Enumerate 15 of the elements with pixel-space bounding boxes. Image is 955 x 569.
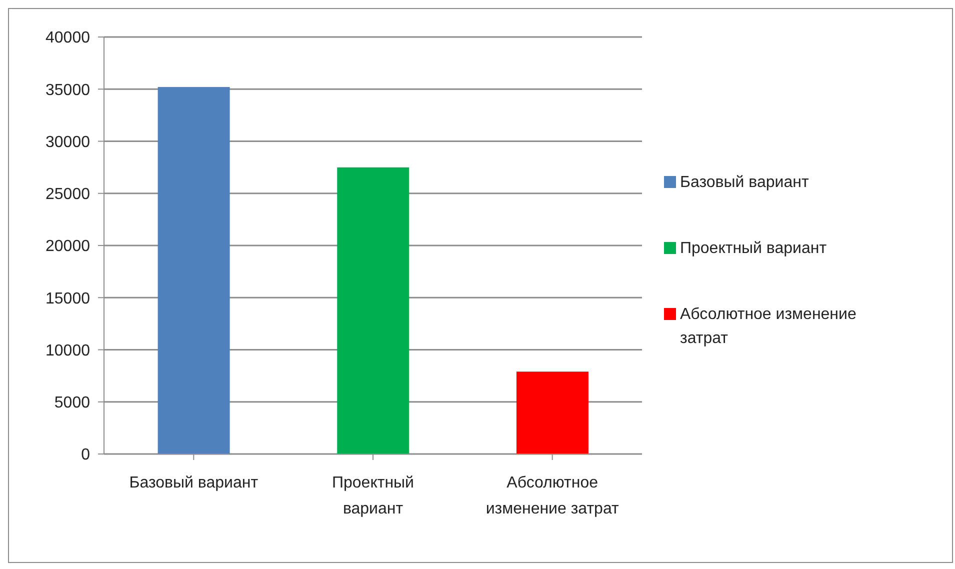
y-tick-label: 5000: [54, 394, 90, 412]
y-tick-label: 0: [81, 446, 90, 464]
y-tick-label: 25000: [46, 186, 90, 204]
x-tick-label: Проектный вариант: [332, 474, 414, 518]
y-tick-label: 35000: [46, 82, 90, 99]
y-tick-label: 10000: [46, 342, 90, 360]
x-tick-label: Базовый вариант: [129, 474, 259, 492]
y-tick-label: 20000: [46, 238, 90, 256]
legend-label: Базовый вариант: [680, 172, 809, 192]
legend-label: Абсолютное изменение затрат: [680, 304, 858, 348]
y-tick-label: 30000: [46, 134, 90, 151]
y-tick-label: 40000: [46, 30, 90, 47]
legend-label: Проектный вариант: [680, 238, 827, 258]
y-tick-label: 15000: [46, 290, 90, 308]
x-tick-label: Абсолютное изменение затрат: [486, 474, 620, 518]
